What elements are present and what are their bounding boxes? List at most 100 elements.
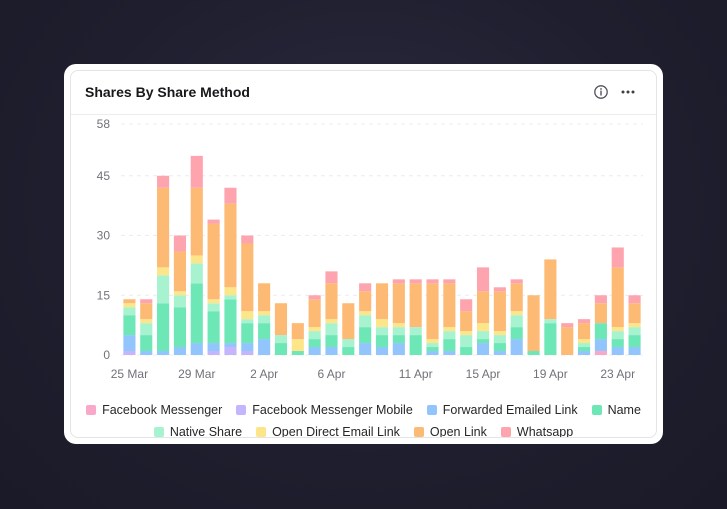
legend-item[interactable]: Facebook Messenger [86, 403, 222, 417]
bar-segment [308, 347, 321, 355]
bar-segment [342, 339, 355, 348]
bar-segment [476, 343, 490, 355]
bar-segment [561, 327, 574, 355]
bar-segment [443, 351, 456, 355]
bar-segment [241, 235, 254, 244]
legend-item[interactable]: Whatsapp [500, 425, 573, 437]
bar-segment [476, 323, 490, 332]
bar-segment [628, 347, 641, 355]
x-tick-label: 25 Mar [111, 367, 148, 381]
bar-segment [308, 327, 321, 332]
bar-segment [561, 323, 574, 328]
chart-card-inner: Shares By Share Method 0 15 30 45 58 25 Mar 29… [70, 70, 657, 438]
bar-segment [426, 279, 439, 284]
bar-segment [510, 279, 523, 284]
bar-segment [207, 303, 220, 312]
bar-segment [274, 343, 288, 355]
x-tick-label: 29 Mar [178, 367, 215, 381]
bar-segment [628, 327, 641, 336]
bar-segment [291, 339, 304, 352]
bar-segment [140, 351, 153, 355]
legend-label: Forwarded Emailed Link [442, 403, 578, 417]
bar-segment [123, 299, 136, 304]
bar-segment [190, 187, 203, 256]
bar-segment [375, 283, 389, 320]
bar-segment [140, 323, 153, 336]
chart-card: Shares By Share Method 0 15 30 45 58 25 Mar 29… [64, 64, 663, 444]
y-tick-label: 0 [103, 348, 110, 362]
bar-segment [123, 351, 136, 355]
bar-segment [157, 187, 170, 268]
bar-segment [611, 327, 624, 332]
card-header: Shares By Share Method [71, 71, 656, 115]
bar-segment [224, 187, 237, 204]
bar-segment [460, 335, 473, 348]
bar-segment [224, 299, 237, 344]
legend-item[interactable]: Facebook Messenger Mobile [236, 403, 413, 417]
bar-segment [207, 343, 220, 352]
x-tick-label: 2 Apr [250, 367, 278, 381]
bar-segment [476, 339, 490, 344]
bar-segment [460, 299, 473, 312]
bar-segment [375, 347, 389, 355]
bar-segment [157, 303, 170, 352]
bar-segment [611, 347, 624, 355]
bar-segment [241, 311, 254, 320]
bar-segment [392, 327, 405, 336]
bar-segment [224, 347, 237, 355]
legend-swatch [236, 405, 247, 415]
bar-segment [123, 303, 136, 308]
bar-segment [258, 323, 271, 340]
bar-segment [190, 283, 203, 344]
bar-segment [359, 283, 372, 292]
bar-segment [190, 155, 203, 188]
bar-segment [460, 311, 473, 332]
bar-segment [140, 303, 153, 320]
bar-segment [510, 315, 523, 328]
bar-segment [375, 327, 389, 336]
bar-segment [392, 335, 405, 344]
bar-segment [392, 283, 405, 324]
x-tick-label: 6 Apr [317, 367, 345, 381]
bar-segment [224, 343, 237, 348]
bar-segment [527, 351, 540, 355]
bar-segment [628, 335, 641, 348]
bar-segment [392, 323, 405, 328]
bar-segment [308, 299, 321, 328]
bar-segment [611, 339, 624, 348]
bar-segment [628, 303, 641, 324]
legend-label: Native Share [169, 425, 243, 438]
bar-segment [224, 295, 237, 300]
legend-label: Open Direct Email Link [272, 425, 400, 438]
bar-segment [123, 315, 136, 336]
legend-swatch [256, 427, 267, 437]
info-circle-icon[interactable] [593, 84, 609, 100]
bar-segment [207, 351, 220, 355]
bar-segment [510, 327, 523, 340]
chart-title: Shares By Share Method [85, 84, 250, 100]
bar-segment [476, 267, 490, 292]
legend-item[interactable]: Open Direct Email Link [256, 425, 400, 438]
bar-segment [578, 319, 591, 324]
bar-segment [628, 323, 641, 328]
bar-segment [123, 307, 136, 316]
x-tick-label: 11 Apr [399, 367, 433, 381]
bar-segment [443, 283, 456, 328]
legend-item[interactable]: Open Link [413, 425, 487, 437]
bar-segment [291, 351, 304, 355]
bar-segment [578, 339, 591, 344]
bar-segment [544, 259, 557, 320]
bar-segment [578, 343, 591, 348]
legend-swatch [591, 405, 602, 415]
bar-segment [207, 219, 220, 224]
legend-label: Name [607, 403, 641, 417]
bar-segment [443, 339, 456, 352]
bar-segment [510, 283, 523, 312]
legend-swatch [426, 405, 437, 415]
bar-segment [443, 331, 456, 340]
legend-item[interactable]: Forwarded Emailed Link [426, 403, 578, 417]
legend-row: Facebook Messenger Facebook Messenger Mob… [71, 399, 656, 421]
more-horizontal-icon[interactable] [619, 84, 637, 100]
legend-item[interactable]: Native Share [153, 425, 243, 438]
legend-item[interactable]: Name [591, 403, 641, 417]
